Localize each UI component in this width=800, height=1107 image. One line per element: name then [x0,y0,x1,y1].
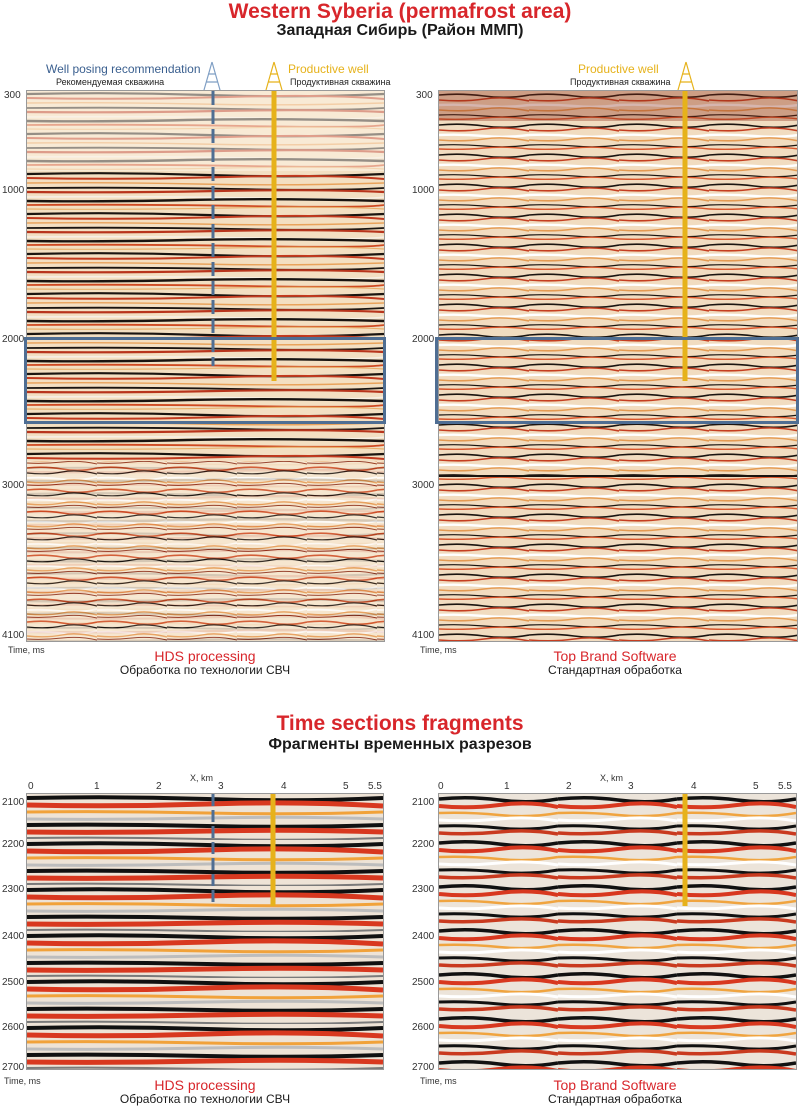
target-zone-frame-left [24,337,386,424]
fragment-standard [438,793,797,1070]
y-tick: 2700 [2,1062,25,1073]
well-recommend-icon [203,61,221,91]
x-tick: 2 [156,781,162,792]
y-tick: 1000 [412,185,435,196]
seismic-section-standard [438,90,798,642]
y-tick: 2300 [2,884,25,895]
y-tick: 1000 [2,185,25,196]
x-axis-label: X, km [600,773,624,783]
x-tick: 0 [28,781,34,792]
y-tick: 300 [416,90,433,101]
x-tick: 4 [691,781,697,792]
x-tick: 0 [438,781,444,792]
y-tick: 3000 [412,480,435,491]
y-tick: 2600 [2,1022,25,1033]
x-tick: 5.5 [778,781,792,792]
y-tick: 2300 [412,884,435,895]
y-tick: 4100 [412,630,435,641]
fragment-caption-standard-en: Top Brand Software [553,1077,677,1093]
x-tick: 4 [281,781,287,792]
y-tick: 2100 [412,797,435,808]
axis-label-time: Time, ms [8,645,45,655]
y-tick: 2400 [412,931,435,942]
legend-recommend-ru: Рекомендуемая скважина [56,77,165,87]
y-tick: 2100 [2,797,25,808]
axis-label-time: Time, ms [420,645,457,655]
y-tick: 300 [4,90,21,101]
y-tick: 2600 [412,1022,435,1033]
fragments-title: Time sections fragments [276,712,524,735]
x-axis-label: X, km [190,773,214,783]
fragment-hds [26,793,384,1070]
fragment-caption-hds-en: HDS processing [154,1077,256,1093]
y-tick: 2000 [412,334,435,345]
target-zone-frame-right [435,337,799,424]
y-tick: 2500 [2,977,25,988]
x-tick: 3 [628,781,634,792]
y-tick: 2400 [2,931,25,942]
y-tick: 3000 [2,480,25,491]
y-tick: 4100 [2,630,25,641]
y-tick: 2700 [412,1062,435,1073]
x-tick: 5 [753,781,759,792]
legend-productive-en-right: Productive well [578,62,659,76]
caption-standard-ru: Стандартная обработка [548,663,682,677]
x-tick: 1 [504,781,510,792]
y-tick: 2500 [412,977,435,988]
caption-hds-ru: Обработка по технологии СВЧ [119,663,291,677]
x-tick: 2 [566,781,572,792]
x-tick: 5.5 [368,781,382,792]
page-subtitle: Западная Сибирь (Район ММП) [276,22,524,39]
legend-recommend-en: Well posing recommendation [46,62,201,76]
y-tick: 2000 [2,334,25,345]
caption-standard-en: Top Brand Software [553,648,677,664]
y-tick: 2200 [2,839,25,850]
axis-label-time: Time, ms [4,1076,41,1086]
well-productive-icon [265,61,283,91]
well-productive-icon-right [677,61,695,91]
seismic-section-hds [26,90,385,642]
page-title: Western Syberia (permafrost area) [228,0,572,23]
fragments-subtitle: Фрагменты временных разрезов [268,736,532,753]
legend-productive-ru-right: Продуктивная скважина [570,77,671,87]
legend-productive-ru: Продуктивная скважина [290,77,391,87]
legend-productive-en: Productive well [288,62,369,76]
fragment-caption-standard-ru: Стандартная обработка [548,1092,682,1106]
x-tick: 1 [94,781,100,792]
caption-hds-en: HDS processing [154,648,256,664]
y-tick: 2200 [412,839,435,850]
x-tick: 5 [343,781,349,792]
x-tick: 3 [218,781,224,792]
fragment-caption-hds-ru: Обработка по технологии СВЧ [119,1092,291,1106]
axis-label-time: Time, ms [420,1076,457,1086]
